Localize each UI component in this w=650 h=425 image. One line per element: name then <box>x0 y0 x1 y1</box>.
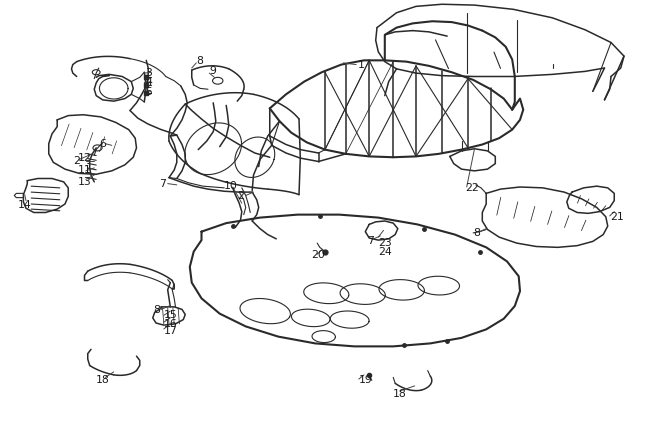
Text: 2: 2 <box>237 191 244 201</box>
Text: 19: 19 <box>359 375 372 385</box>
Text: 18: 18 <box>96 375 110 385</box>
Text: 8: 8 <box>153 305 160 315</box>
Text: 3: 3 <box>146 68 153 78</box>
Text: 8: 8 <box>473 228 480 238</box>
Text: 7: 7 <box>367 236 374 246</box>
Text: 2: 2 <box>73 156 80 166</box>
Text: 14: 14 <box>18 200 32 210</box>
Text: 21: 21 <box>610 212 623 222</box>
Text: 20: 20 <box>311 250 324 260</box>
Text: 4: 4 <box>146 77 153 88</box>
Text: 16: 16 <box>164 319 177 329</box>
Text: 23: 23 <box>378 238 392 248</box>
Text: 1: 1 <box>358 60 365 70</box>
Text: 22: 22 <box>465 183 478 193</box>
Text: 6: 6 <box>99 139 106 149</box>
Text: 10: 10 <box>224 181 238 191</box>
Text: 8: 8 <box>196 56 203 66</box>
Text: 18: 18 <box>393 389 407 400</box>
Text: 13: 13 <box>78 177 92 187</box>
Text: 5: 5 <box>146 87 153 97</box>
Text: 12: 12 <box>78 153 92 163</box>
Text: 7: 7 <box>159 178 166 189</box>
Text: 11: 11 <box>78 165 92 175</box>
Text: 24: 24 <box>378 246 392 257</box>
Text: 9: 9 <box>209 66 216 76</box>
Text: 15: 15 <box>164 310 177 320</box>
Text: 17: 17 <box>164 326 177 336</box>
